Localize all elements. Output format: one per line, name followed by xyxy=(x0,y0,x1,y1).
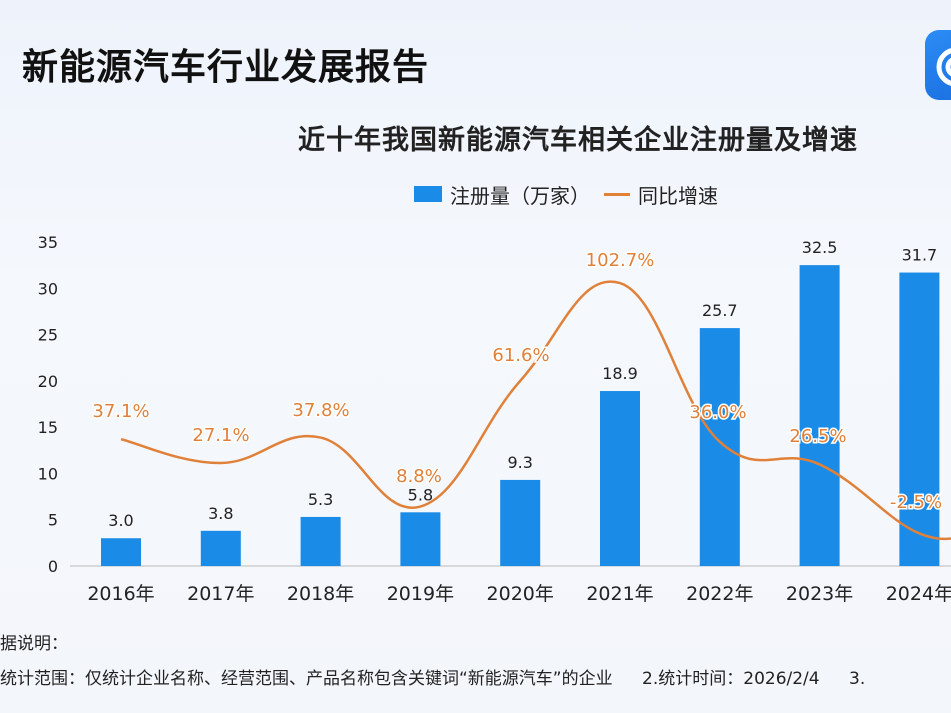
line-value-label: 102.7% xyxy=(586,250,655,271)
bar-value-label: 5.8 xyxy=(408,485,433,504)
y-tick-label: 15 xyxy=(38,418,58,437)
bar-value-label: 5.3 xyxy=(308,490,333,509)
chart-legend: 注册量（万家） 同比增速 xyxy=(414,180,718,208)
y-tick-label: 35 xyxy=(38,233,58,252)
bar-value-label: 25.7 xyxy=(702,301,738,320)
bar xyxy=(300,516,341,566)
notes-heading: 据说明： xyxy=(0,634,68,654)
chart-title: 近十年我国新能源汽车相关企业注册量及增速 xyxy=(298,125,858,156)
bar xyxy=(600,391,640,566)
bar xyxy=(699,328,740,566)
line-value-label: -2.5% xyxy=(890,492,942,513)
y-tick-label: 25 xyxy=(38,326,58,345)
page-title: 新能源汽车行业发展报告 xyxy=(22,47,430,88)
bar xyxy=(799,265,840,566)
line-value-label: 8.8% xyxy=(396,466,442,487)
y-tick-label: 20 xyxy=(38,372,58,391)
x-tick-label: 2018年 xyxy=(287,583,354,605)
y-tick-label: 30 xyxy=(38,279,58,298)
x-tick-label: 2021年 xyxy=(586,583,653,605)
x-tick-label: 2022年 xyxy=(686,583,753,605)
growth-line xyxy=(120,280,951,541)
app-logo[interactable] xyxy=(925,30,951,100)
bar-value-label: 3.8 xyxy=(208,504,233,523)
x-tick-label: 2024年 xyxy=(886,583,951,605)
note-more: 3. xyxy=(849,669,866,689)
legend-line-label: 同比增速 xyxy=(638,183,718,208)
note-time: 2.统计时间：2026/2/4 xyxy=(642,669,820,689)
bar-value-label: 3.0 xyxy=(108,511,133,530)
bar-value-label: 32.5 xyxy=(802,238,838,257)
x-tick-label: 2019年 xyxy=(387,583,454,605)
legend-bar-swatch xyxy=(414,186,442,202)
x-tick-label: 2023年 xyxy=(786,583,853,605)
bar-value-label: 9.3 xyxy=(507,453,532,472)
x-tick-label: 2017年 xyxy=(187,583,254,605)
y-tick-label: 0 xyxy=(48,557,58,576)
line-value-label: 61.6% xyxy=(492,345,549,366)
line-value-label: 36.0% xyxy=(689,402,746,423)
bar xyxy=(400,512,441,566)
note-scope: 统计范围：仅统计企业名称、经营范围、产品名称包含关键词“新能源汽车”的企业 xyxy=(0,669,613,689)
line-value-label: 37.8% xyxy=(292,400,349,421)
bar xyxy=(200,530,241,566)
legend-bar-label: 注册量（万家） xyxy=(450,183,590,208)
notes-line: 统计范围：仅统计企业名称、经营范围、产品名称包含关键词“新能源汽车”的企业 2.… xyxy=(0,664,889,689)
y-tick-label: 10 xyxy=(38,464,58,483)
line-value-label: 37.1% xyxy=(92,401,149,422)
line-value-label: 27.1% xyxy=(192,425,249,446)
line-value-label: 26.5% xyxy=(789,426,846,447)
bar xyxy=(899,272,940,566)
y-tick-label: 5 xyxy=(48,511,58,530)
bar-value-label: 31.7 xyxy=(902,246,938,265)
bar xyxy=(101,538,141,566)
app-logo-icon xyxy=(936,48,951,86)
x-tick-label: 2020年 xyxy=(487,583,554,605)
bar xyxy=(500,479,541,566)
x-tick-label: 2016年 xyxy=(87,583,154,605)
legend-line-swatch xyxy=(604,192,630,196)
bar-value-label: 18.9 xyxy=(602,364,638,383)
